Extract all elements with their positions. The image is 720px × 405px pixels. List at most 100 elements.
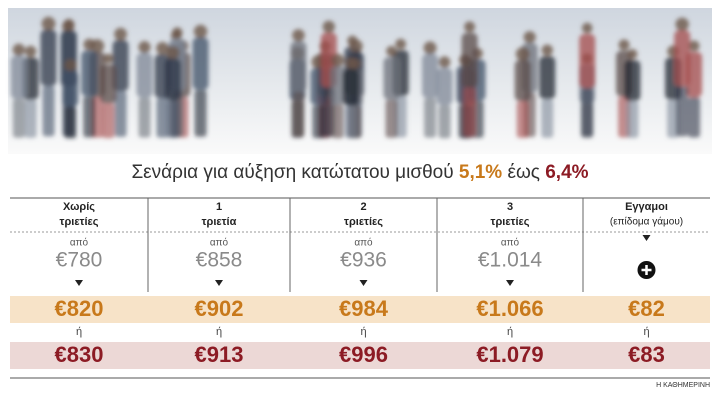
- person-body: [10, 55, 27, 99]
- down-arrow: [75, 280, 83, 286]
- person-head: [331, 53, 345, 67]
- or-label: ή: [216, 326, 222, 338]
- from-value: €936: [340, 249, 387, 272]
- person-body: [329, 66, 346, 105]
- scenario-2-value: €830: [55, 342, 104, 367]
- person-head: [103, 53, 114, 64]
- person-body: [383, 57, 400, 100]
- photo: [8, 8, 712, 154]
- person-head: [464, 21, 476, 33]
- scenario-1-band: [10, 296, 710, 323]
- person-body: [81, 50, 98, 97]
- scenario-1-value: €902: [195, 296, 244, 321]
- column-header: τριετίες: [491, 216, 530, 228]
- scenario-1-value: €984: [339, 296, 389, 321]
- scenario-2-band: [10, 342, 710, 369]
- person-head: [386, 45, 397, 57]
- person-legs: [166, 100, 179, 138]
- plus-sign: [641, 265, 652, 275]
- table: Χωρίςτριετίεςαπό€780€820ή€8301τριετίααπό…: [55, 198, 683, 367]
- person-body: [674, 30, 691, 87]
- from-label: από: [501, 237, 520, 249]
- person-head: [438, 56, 451, 68]
- person-body: [436, 68, 453, 106]
- person-legs: [138, 97, 151, 138]
- scenario-2-value: €83: [628, 342, 665, 367]
- person-legs: [114, 91, 127, 137]
- person-head: [675, 17, 689, 32]
- person-legs: [331, 104, 344, 139]
- person-head: [63, 18, 75, 30]
- person-head: [627, 49, 638, 60]
- person-body: [461, 32, 478, 88]
- or-label: ή: [360, 326, 366, 338]
- person-head: [322, 20, 335, 33]
- person-legs: [292, 91, 305, 137]
- person-body: [290, 41, 307, 92]
- person-body: [100, 64, 117, 104]
- person-legs: [42, 85, 55, 137]
- scenario-1-value: €82: [628, 296, 665, 321]
- person-head: [114, 27, 127, 41]
- title-text: Σενάρια για αύξηση κατώτατου μισθού: [131, 162, 453, 183]
- person-head: [156, 41, 169, 55]
- person-head: [193, 24, 208, 39]
- from-label: από: [354, 237, 373, 249]
- person-head: [618, 39, 630, 51]
- person-legs: [516, 100, 529, 138]
- person-legs: [626, 101, 639, 138]
- person-head: [345, 57, 357, 69]
- from-label: από: [210, 237, 229, 249]
- person-body: [192, 37, 209, 90]
- person-head: [24, 45, 37, 58]
- or-label: ή: [76, 326, 82, 338]
- column-header: τριετία: [202, 216, 237, 228]
- person-legs: [194, 89, 207, 137]
- from-label: από: [70, 237, 89, 249]
- person-legs: [581, 88, 594, 137]
- person-head: [83, 38, 96, 51]
- column-header: 1: [216, 201, 222, 213]
- title-joiner: έως: [507, 162, 539, 183]
- column-header: (επίδομα γάμου): [610, 216, 683, 228]
- column-header: Εγγαμοι: [625, 201, 668, 213]
- person-body: [342, 69, 359, 106]
- person-body: [579, 34, 596, 89]
- person-legs: [394, 96, 407, 138]
- person-head: [395, 38, 407, 50]
- person-head: [166, 46, 180, 60]
- scenario-2-value: €1.079: [476, 342, 543, 367]
- person-legs: [102, 103, 115, 139]
- person-legs: [24, 99, 37, 138]
- down-arrow: [359, 280, 368, 286]
- person-legs: [463, 87, 476, 137]
- title: Σενάρια για αύξηση κατώτατου μισθού 5,1%…: [131, 162, 588, 183]
- from-value: €780: [56, 249, 103, 272]
- person-head: [581, 22, 593, 34]
- person-head: [12, 43, 26, 56]
- person-head: [523, 31, 536, 44]
- scenario-2-value: €913: [195, 342, 244, 367]
- person-head: [41, 16, 56, 31]
- down-arrow: [215, 280, 223, 286]
- person-head: [515, 47, 530, 61]
- person-legs: [438, 105, 451, 139]
- person-legs: [312, 104, 325, 139]
- column-header: 3: [507, 201, 513, 213]
- person-body: [164, 58, 181, 101]
- person-head: [541, 44, 553, 56]
- person-legs: [156, 98, 169, 138]
- person-body: [514, 59, 531, 101]
- down-arrow: [642, 235, 651, 241]
- person-legs: [344, 105, 357, 139]
- person-head: [349, 39, 363, 53]
- person-head: [64, 58, 77, 72]
- person-body: [62, 71, 79, 107]
- person-head: [423, 41, 437, 55]
- person-body: [112, 40, 129, 92]
- scenario-2-value: €996: [339, 342, 388, 367]
- from-value: €858: [196, 249, 243, 272]
- person-body: [539, 56, 556, 100]
- title-low: 5,1%: [459, 162, 502, 183]
